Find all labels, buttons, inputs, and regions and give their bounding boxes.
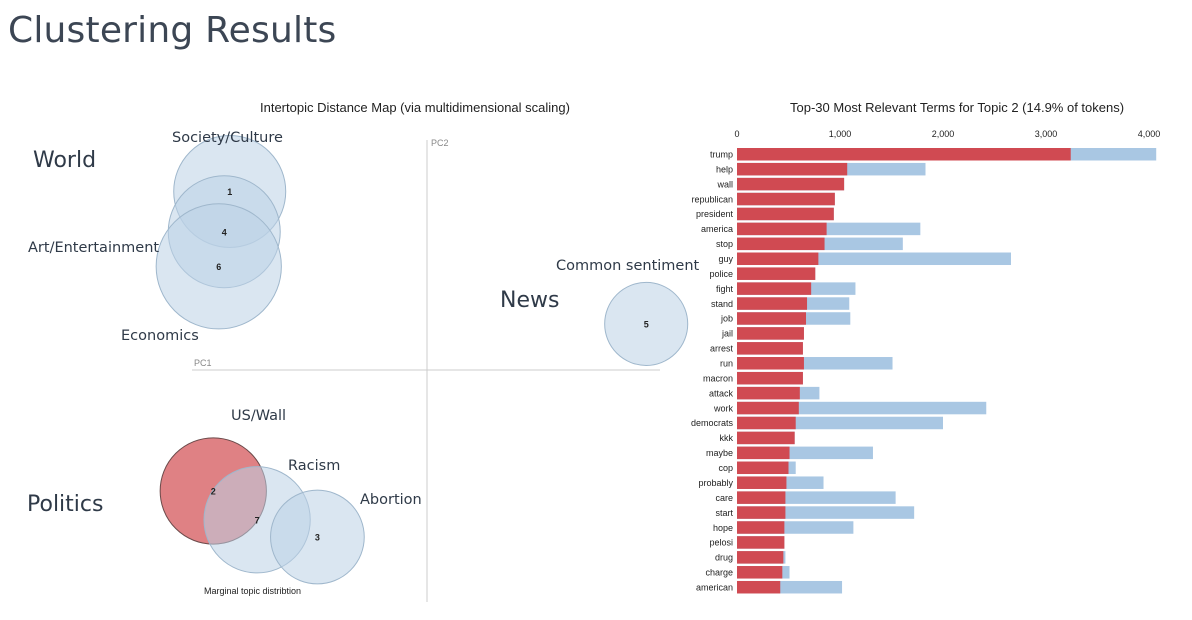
- term-label-stop: stop: [716, 239, 733, 249]
- topic-bubble-5[interactable]: [604, 281, 689, 366]
- x-tick-label: 2,000: [932, 129, 955, 139]
- term-label-maybe: maybe: [706, 448, 733, 458]
- x-tick-label: 4,000: [1138, 129, 1161, 139]
- term-label-stand: stand: [711, 299, 733, 309]
- topic-label-5: 5: [644, 319, 649, 329]
- term-label-attack: attack: [709, 388, 734, 398]
- bar-topic-fight[interactable]: [737, 282, 812, 295]
- term-label-pelosi: pelosi: [709, 538, 733, 548]
- bar-topic-attack[interactable]: [737, 386, 800, 400]
- topic-label-6: 6: [216, 262, 221, 272]
- bar-topic-stand[interactable]: [737, 297, 808, 310]
- annotation-racism: Racism: [288, 458, 341, 474]
- bar-topic-jail[interactable]: [737, 327, 804, 340]
- term-label-wall: wall: [716, 179, 733, 189]
- page-title: Clustering Results: [8, 10, 337, 51]
- bar-topic-wall[interactable]: [737, 177, 845, 191]
- bar-topic-job[interactable]: [737, 312, 807, 325]
- topic-bubble-6[interactable]: [155, 203, 282, 330]
- bar-topic-drug[interactable]: [737, 551, 784, 564]
- topic-label-7: 7: [255, 515, 260, 525]
- term-label-president: president: [696, 209, 734, 219]
- bar-overall-work[interactable]: [737, 401, 987, 415]
- term-label-run: run: [720, 359, 733, 369]
- bar-topic-america[interactable]: [737, 222, 827, 236]
- bar-topic-republican[interactable]: [737, 192, 835, 206]
- topic-label-1: 1: [227, 187, 232, 197]
- annotation-us-wall: US/Wall: [231, 408, 287, 424]
- bar-topic-work[interactable]: [737, 401, 799, 415]
- bar-topic-charge[interactable]: [737, 566, 783, 579]
- term-label-macron: macron: [703, 373, 733, 383]
- term-label-hope: hope: [713, 523, 733, 533]
- term-label-america: america: [701, 224, 733, 234]
- term-label-work: work: [713, 403, 734, 413]
- term-label-care: care: [715, 493, 733, 503]
- annotation-news: News: [500, 288, 560, 313]
- term-label-guy: guy: [718, 254, 733, 264]
- term-label-cop: cop: [718, 463, 733, 473]
- term-label-arrest: arrest: [710, 344, 734, 354]
- term-label-job: job: [720, 314, 733, 324]
- topic-label-2: 2: [211, 486, 216, 496]
- top-terms-chart-title: Top-30 Most Relevant Terms for Topic 2 (…: [790, 100, 1125, 115]
- bar-topic-maybe[interactable]: [737, 446, 790, 460]
- marginal-distribution-label: Marginal topic distribtion: [204, 586, 301, 596]
- bar-topic-trump[interactable]: [737, 148, 1071, 161]
- bar-topic-probably[interactable]: [737, 476, 787, 489]
- bar-topic-president[interactable]: [737, 207, 834, 221]
- term-label-kkk: kkk: [720, 433, 734, 443]
- bar-topic-kkk[interactable]: [737, 431, 795, 445]
- term-label-probably: probably: [698, 478, 733, 488]
- bar-topic-hope[interactable]: [737, 521, 785, 534]
- term-label-charge: charge: [705, 568, 733, 578]
- x-tick-label: 3,000: [1035, 129, 1058, 139]
- term-label-jail: jail: [721, 329, 733, 339]
- bar-topic-arrest[interactable]: [737, 342, 803, 355]
- bar-topic-help[interactable]: [737, 162, 848, 176]
- annotation-world: World: [33, 148, 97, 173]
- annotation-common-sentiment: Common sentiment: [556, 258, 700, 274]
- topic-label-4: 4: [222, 227, 227, 237]
- bar-topic-american[interactable]: [737, 580, 781, 594]
- pc1-axis-label: PC1: [194, 358, 212, 368]
- bar-topic-democrats[interactable]: [737, 416, 796, 430]
- x-tick-label: 1,000: [829, 129, 852, 139]
- term-label-help: help: [716, 164, 733, 174]
- bar-topic-pelosi[interactable]: [737, 536, 785, 549]
- term-label-american: american: [696, 582, 733, 592]
- bar-topic-police[interactable]: [737, 267, 816, 280]
- topic-label-3: 3: [315, 533, 320, 543]
- term-label-start: start: [715, 508, 733, 518]
- bar-topic-start[interactable]: [737, 506, 786, 519]
- topic-bubble-3[interactable]: [270, 489, 365, 585]
- annotation-art-entertainment: Art/Entertainment: [28, 240, 160, 256]
- x-tick-label: 0: [734, 129, 739, 139]
- annotation-society-culture: Society/Culture: [172, 130, 283, 146]
- bar-topic-run[interactable]: [737, 357, 804, 370]
- annotation-abortion: Abortion: [360, 492, 422, 508]
- bar-topic-stop[interactable]: [737, 237, 825, 251]
- bar-topic-macron[interactable]: [737, 371, 803, 385]
- term-label-police: police: [709, 269, 733, 279]
- bar-topic-care[interactable]: [737, 491, 786, 504]
- term-label-democrats: democrats: [691, 418, 734, 428]
- annotation-economics: Economics: [121, 328, 199, 344]
- term-label-republican: republican: [691, 194, 733, 204]
- bar-topic-guy[interactable]: [737, 252, 819, 266]
- term-label-fight: fight: [716, 284, 734, 294]
- term-label-drug: drug: [715, 553, 733, 563]
- pc2-axis-label: PC2: [431, 138, 449, 148]
- intertopic-map-title: Intertopic Distance Map (via multidimens…: [260, 100, 570, 115]
- annotation-politics: Politics: [27, 492, 104, 517]
- term-label-trump: trump: [710, 150, 733, 160]
- bar-topic-cop[interactable]: [737, 461, 789, 475]
